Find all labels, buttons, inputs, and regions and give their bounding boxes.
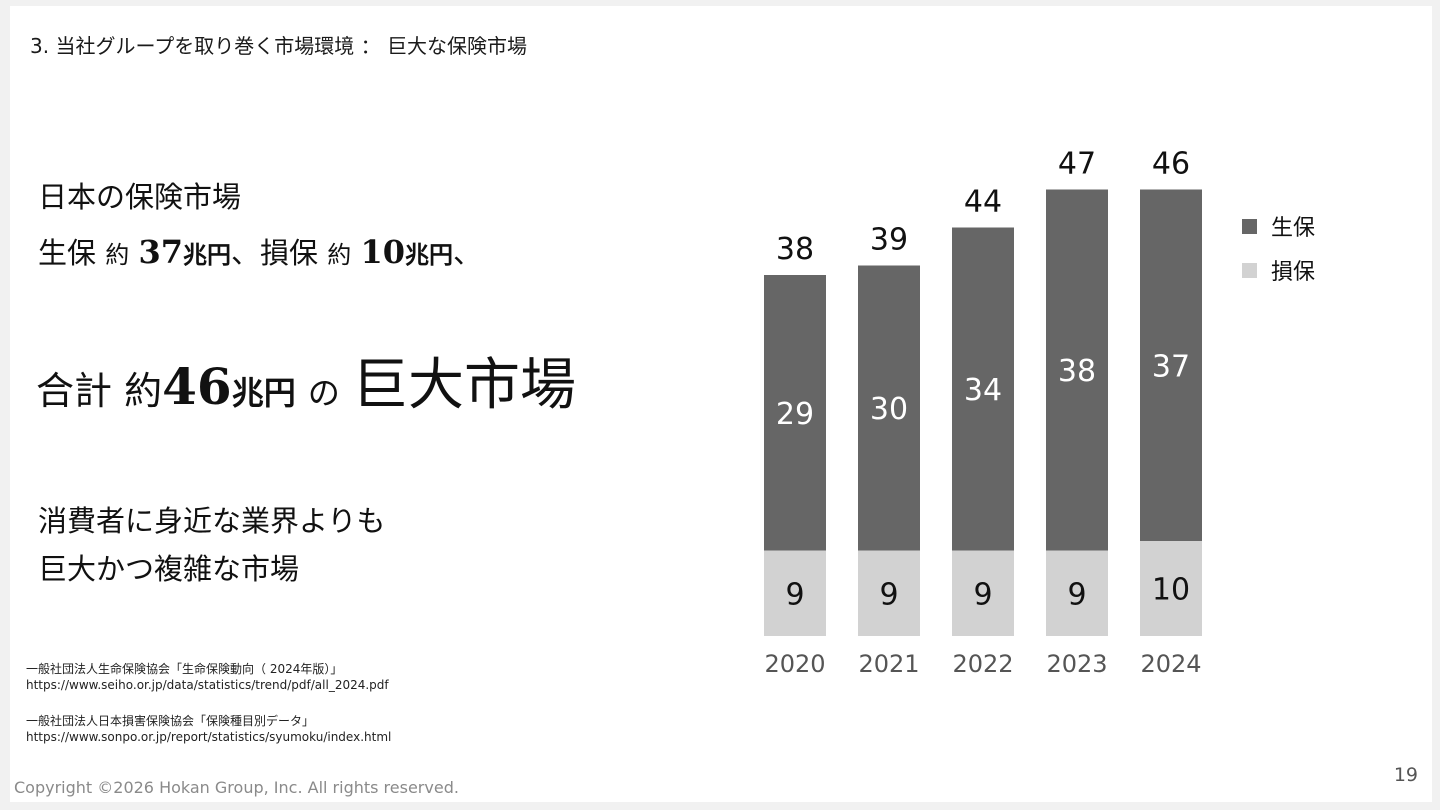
comma: 、 — [452, 236, 482, 270]
label-life-2021: 30 — [870, 392, 908, 427]
approx-label: 約 — [105, 241, 130, 269]
label-life-2023: 38 — [1058, 354, 1096, 389]
total-value: 46 — [162, 357, 232, 416]
bar-life-2021 — [858, 265, 920, 551]
bar-nonlife-2020 — [764, 550, 826, 636]
legend-item-life: 生保 — [1242, 204, 1315, 248]
source-2-title: 一般社団法人日本損害保険協会「保険種目別データ」 — [26, 714, 315, 728]
source-2-url[interactable]: https://www.sonpo.or.jp/report/statistic… — [26, 730, 392, 744]
bar-life-2024 — [1140, 189, 1202, 541]
bar-nonlife-2022 — [952, 550, 1014, 636]
page-number: 19 — [1393, 764, 1418, 786]
label-life-2024: 37 — [1152, 349, 1190, 384]
x-tick-2020: 2020 — [764, 650, 825, 678]
market-breakdown: 生保 約 37兆円、損保 約 10兆円、 — [38, 230, 482, 272]
bar-life-2022 — [952, 227, 1014, 551]
legend-label-nonlife: 損保 — [1271, 260, 1316, 285]
life-value: 37 — [138, 233, 183, 271]
x-tick-2022: 2022 — [952, 650, 1013, 678]
life-label: 生保 — [38, 236, 97, 270]
legend-swatch-life — [1242, 218, 1257, 234]
nonlife-label: 、損保 — [230, 236, 318, 270]
bar-nonlife-2021 — [858, 550, 920, 636]
copyright: Copyright ©2026 Hokan Group, Inc. All ri… — [14, 778, 459, 797]
source-1-title: 一般社団法人生命保険協会「生命保険動向（ 2024年版）」 — [26, 662, 343, 676]
source-1-url[interactable]: https://www.seiho.or.jp/data/statistics/… — [26, 678, 389, 692]
legend-item-nonlife: 損保 — [1242, 248, 1315, 292]
label-nonlife-2024: 10 — [1152, 573, 1190, 608]
total-unit: 兆円 — [231, 374, 296, 412]
label-total-2021: 39 — [870, 223, 908, 258]
label-total-2020: 38 — [776, 232, 814, 267]
huge-market-text: 巨大市場 — [351, 353, 576, 418]
label-nonlife-2023: 9 — [1067, 577, 1086, 612]
approx-label: 約 — [327, 241, 352, 269]
particle: の — [307, 374, 340, 412]
x-tick-2023: 2023 — [1046, 650, 1107, 678]
x-tick-2021: 2021 — [858, 650, 919, 678]
life-unit: 兆円 — [182, 240, 231, 269]
page-title: 3. 当社グループを取り巻く市場環境 ： 巨大な保険市場 — [30, 34, 527, 58]
total-label: 合計 — [36, 369, 113, 413]
approx-label: 約 — [124, 369, 163, 413]
label-nonlife-2021: 9 — [879, 577, 898, 612]
label-nonlife-2022: 9 — [973, 577, 992, 612]
label-life-2020: 29 — [776, 397, 814, 432]
label-life-2022: 34 — [964, 373, 1002, 408]
x-tick-2024: 2024 — [1140, 650, 1201, 678]
market-total: 合計 約46兆円 の 巨大市場 — [36, 340, 576, 421]
nonlife-value: 10 — [360, 233, 405, 271]
nonlife-unit: 兆円 — [404, 240, 453, 269]
bar-nonlife-2024 — [1140, 541, 1202, 636]
bar-nonlife-2023 — [1046, 550, 1108, 636]
chart-legend: 生保 損保 — [1242, 204, 1315, 292]
label-total-2024: 46 — [1152, 147, 1190, 182]
market-heading: 日本の保険市場 — [38, 180, 242, 214]
label-total-2022: 44 — [964, 185, 1002, 220]
legend-swatch-nonlife — [1242, 262, 1257, 278]
legend-label-life: 生保 — [1271, 216, 1316, 241]
description-line-2: 巨大かつ複雑な市場 — [38, 552, 300, 586]
bar-life-2020 — [764, 275, 826, 551]
label-nonlife-2020: 9 — [785, 577, 804, 612]
bar-life-2023 — [1046, 189, 1108, 551]
label-total-2023: 47 — [1058, 147, 1096, 182]
description-line-1: 消費者に身近な業界よりも — [38, 504, 386, 538]
